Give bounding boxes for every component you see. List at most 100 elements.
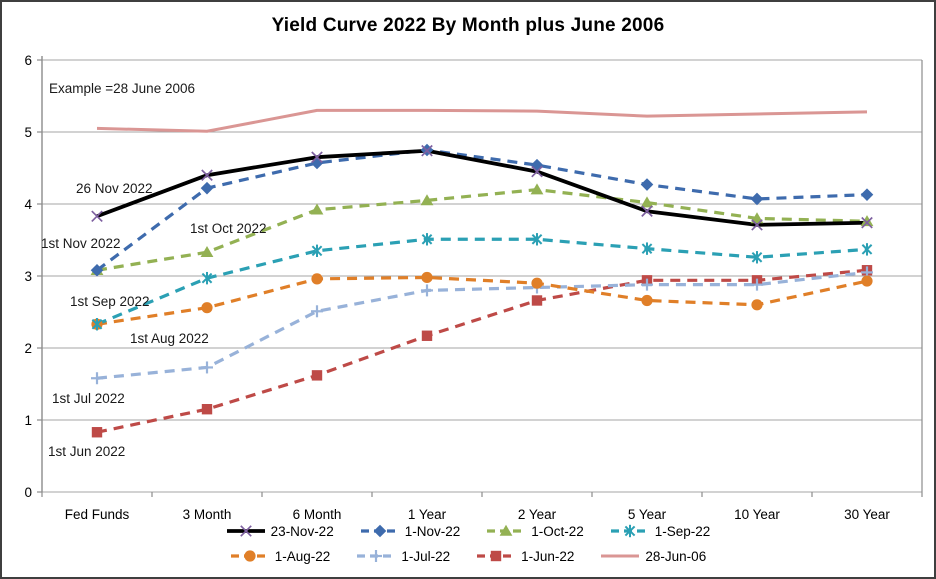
legend-item-1-Jun-22: 1-Jun-22 xyxy=(476,548,574,564)
legend-item-1-Nov-22: 1-Nov-22 xyxy=(360,523,461,539)
circle-marker xyxy=(861,275,873,287)
series-line-23-Nov-22 xyxy=(96,148,868,227)
x-tick-label: 3 Month xyxy=(183,507,232,522)
circle-marker xyxy=(531,277,543,289)
triangle-marker xyxy=(640,196,654,208)
series-line-28-Jun-06 xyxy=(96,108,868,133)
series-markers-1-Sep-22 xyxy=(91,233,873,331)
annotation-example-28-june-2006: Example =28 June 2006 xyxy=(49,81,195,96)
legend-label: 28-Jun-06 xyxy=(645,548,707,564)
annotation-1st-sep-2022: 1st Sep 2022 xyxy=(70,294,150,309)
triangle-marker xyxy=(530,183,544,195)
diamond-marker xyxy=(640,178,654,191)
x-marker xyxy=(751,219,763,231)
triangle-marker xyxy=(860,215,874,227)
annotation-1st-oct-2022: 1st Oct 2022 xyxy=(190,221,267,236)
x-tick-label: 1 Year xyxy=(408,507,447,522)
legend-item-1-Sep-22: 1-Sep-22 xyxy=(610,523,711,539)
x-marker xyxy=(311,151,323,164)
legend-item-28-Jun-06: 28-Jun-06 xyxy=(600,548,706,564)
x-tick-label: Fed Funds xyxy=(65,507,130,522)
y-tick-label: 2 xyxy=(24,341,32,356)
chart-title: Yield Curve 2022 By Month plus June 2006 xyxy=(271,15,665,36)
legend-label: 1-Jun-22 xyxy=(521,548,575,564)
diamond-marker xyxy=(373,524,387,538)
legend-label: 1-Oct-22 xyxy=(531,523,584,539)
legend-item-1-Oct-22: 1-Oct-22 xyxy=(486,523,584,539)
diamond-marker xyxy=(200,181,214,195)
triangle-marker xyxy=(499,524,513,536)
x-marker xyxy=(531,165,543,178)
line-23-Nov-22 xyxy=(96,148,868,227)
line-1-Sep-22 xyxy=(96,237,868,326)
y-tick-label: 5 xyxy=(24,125,32,140)
triangle-marker xyxy=(310,203,324,215)
x-tick-label: 6 Month xyxy=(293,507,342,522)
square-marker xyxy=(421,330,433,341)
diamond-marker xyxy=(750,192,764,206)
legend-marker-28-Jun-06 xyxy=(601,554,640,558)
legend-label: 1-Sep-22 xyxy=(654,523,711,539)
series-line-1-Jul-22 xyxy=(96,270,868,380)
annotations: Example =28 June 2006 26 Nov 2022 1st Nov … xyxy=(41,81,267,459)
annotation-1st-jun-2022: 1st Jun 2022 xyxy=(48,444,125,459)
series-line-1-Oct-22 xyxy=(96,188,868,272)
diamond-marker xyxy=(310,156,324,170)
x-marker xyxy=(91,210,103,223)
annotation-1st-nov-2022: 1st Nov 2022 xyxy=(41,236,121,251)
circle-marker xyxy=(244,550,256,562)
line-1-Aug-22 xyxy=(96,275,868,326)
triangle-marker xyxy=(750,212,764,224)
legend-marker-23-Nov-22 xyxy=(226,525,265,537)
triangle-marker xyxy=(420,194,434,206)
series-line-1-Aug-22 xyxy=(96,275,868,326)
line-1-Jun-22 xyxy=(96,268,868,434)
series-line-1-Sep-22 xyxy=(96,237,868,326)
x-marker xyxy=(421,144,433,157)
annotation-1st-aug-2022: 1st Aug 2022 xyxy=(130,331,209,346)
legend-label: 23-Nov-22 xyxy=(270,523,334,539)
annotation-1st-jul-2022: 1st Jul 2022 xyxy=(52,391,125,406)
square-marker xyxy=(91,427,103,438)
x-tick-label: 2 Year xyxy=(518,507,557,522)
series-markers-23-Nov-22 xyxy=(91,144,873,231)
line-1-Nov-22 xyxy=(96,148,868,272)
diamond-marker xyxy=(860,188,874,201)
circle-marker xyxy=(201,302,213,314)
circle-marker xyxy=(421,271,433,284)
y-tick-label: 6 xyxy=(24,53,32,68)
circle-marker xyxy=(751,299,763,311)
chart-legend-row-1: 23-Nov-22 1-Nov-22 1-Oct-22 1-Sep-22 xyxy=(2,522,934,540)
y-tick-label: 3 xyxy=(24,269,32,284)
legend-marker-1-Jun-22 xyxy=(477,550,516,562)
square-marker xyxy=(490,550,502,562)
line-1-Jul-22 xyxy=(96,270,868,380)
square-marker xyxy=(311,370,323,381)
y-tick-label: 0 xyxy=(24,485,32,500)
annotation-26-nov-2022: 26 Nov 2022 xyxy=(76,181,153,196)
legend-item-1-Aug-22: 1-Aug-22 xyxy=(230,548,331,564)
y-tick-label: 4 xyxy=(24,197,32,212)
chart-legend-row-2: 1-Aug-22 1-Jul-22 1-Jun-22 28-Jun-06 xyxy=(2,547,934,565)
series-markers-1-Jul-22 xyxy=(91,266,873,385)
x-tick-label: 30 Year xyxy=(844,507,890,522)
gridlines xyxy=(37,56,923,497)
y-tick-label: 1 xyxy=(24,413,32,428)
legend-marker-1-Sep-22 xyxy=(610,524,649,538)
axis-labels: 0 1 2 3 4 5 6 Fed Funds 3 Month 6 Month 1 Year 2 Ye… xyxy=(24,53,890,522)
legend-label: 1-Nov-22 xyxy=(404,523,461,539)
legend-item-1-Jul-22: 1-Jul-22 xyxy=(356,548,450,564)
legend-label: 1-Aug-22 xyxy=(274,548,331,564)
legend-marker-1-Oct-22 xyxy=(487,524,526,536)
diamond-marker xyxy=(530,158,544,172)
square-marker xyxy=(531,295,543,306)
square-marker xyxy=(201,404,213,415)
x-marker xyxy=(239,525,252,537)
legend-item-23-Nov-22: 23-Nov-22 xyxy=(226,523,334,539)
x-marker xyxy=(641,205,653,218)
series-line-1-Jun-22 xyxy=(96,268,868,434)
x-tick-label: 5 Year xyxy=(628,507,667,522)
line-28-Jun-06 xyxy=(96,108,868,133)
